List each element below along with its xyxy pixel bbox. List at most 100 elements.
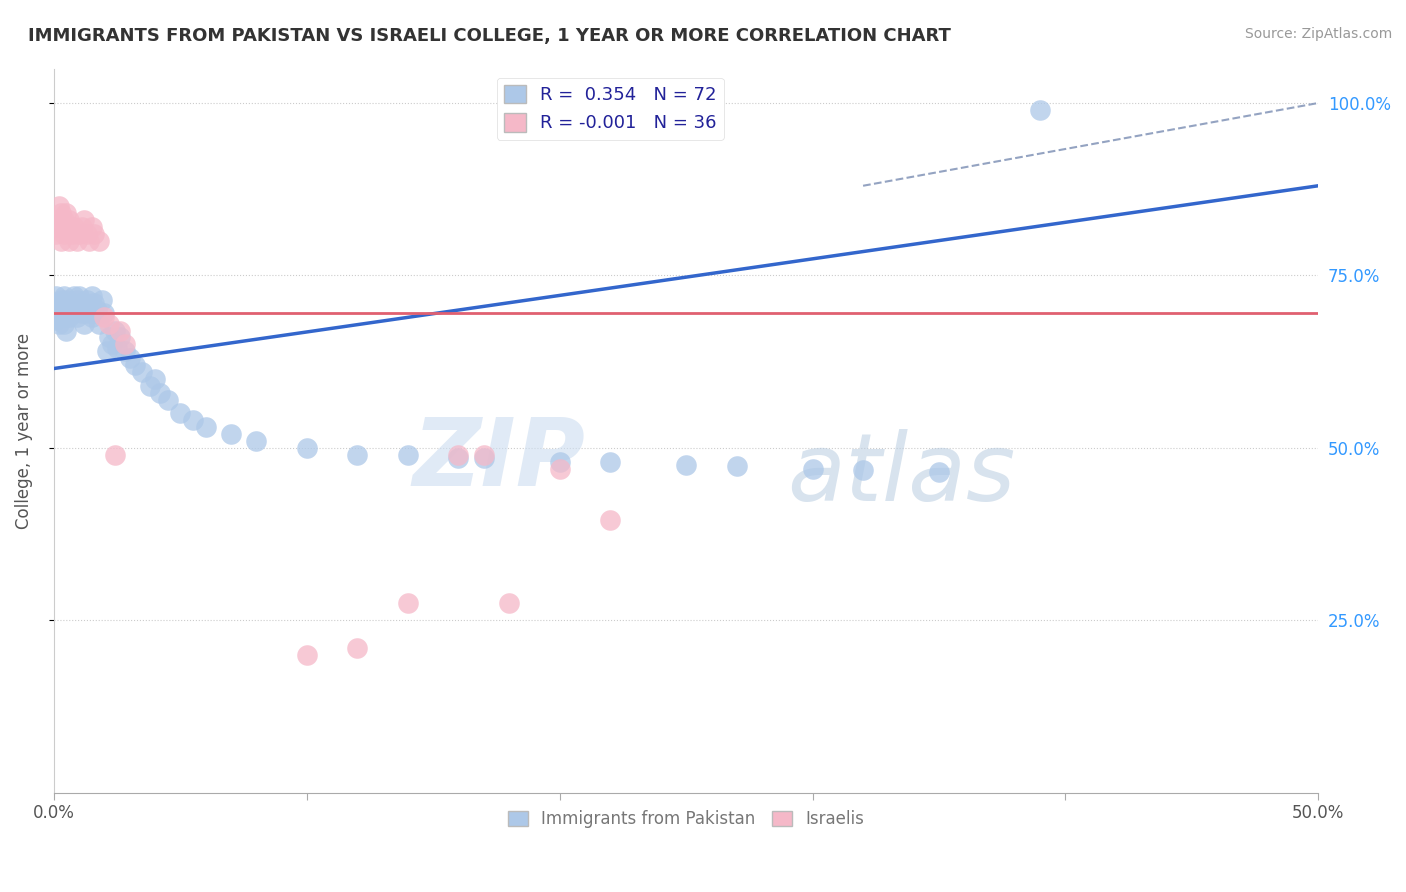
- Point: [599, 455, 621, 469]
- Point: [60, 306, 83, 320]
- Point: [96, 344, 118, 359]
- Point: [52, 227, 75, 241]
- Point: [928, 465, 950, 479]
- Point: [131, 365, 153, 379]
- Point: [194, 420, 217, 434]
- Point: [801, 461, 824, 475]
- Point: [80, 310, 103, 324]
- Point: [93, 310, 115, 324]
- Point: [45, 289, 67, 303]
- Point: [63, 302, 86, 317]
- Point: [346, 640, 368, 655]
- Point: [181, 413, 204, 427]
- Legend: Immigrants from Pakistan, Israelis: Immigrants from Pakistan, Israelis: [501, 804, 870, 835]
- Point: [101, 337, 124, 351]
- Point: [108, 324, 131, 338]
- Point: [58, 310, 80, 324]
- Point: [48, 317, 70, 331]
- Point: [149, 385, 172, 400]
- Point: [103, 448, 125, 462]
- Point: [45, 313, 67, 327]
- Point: [156, 392, 179, 407]
- Point: [89, 234, 111, 248]
- Point: [77, 234, 100, 248]
- Point: [675, 458, 697, 472]
- Point: [447, 451, 470, 466]
- Point: [51, 234, 73, 248]
- Point: [295, 441, 318, 455]
- Point: [67, 289, 90, 303]
- Point: [65, 310, 87, 324]
- Point: [58, 300, 80, 314]
- Text: Source: ZipAtlas.com: Source: ZipAtlas.com: [1244, 27, 1392, 41]
- Point: [852, 463, 875, 477]
- Point: [52, 317, 75, 331]
- Point: [472, 451, 495, 466]
- Point: [55, 306, 77, 320]
- Point: [396, 448, 419, 462]
- Point: [143, 372, 166, 386]
- Point: [83, 227, 105, 241]
- Point: [498, 596, 520, 610]
- Point: [63, 220, 86, 235]
- Point: [58, 234, 80, 248]
- Point: [65, 293, 87, 307]
- Point: [396, 596, 419, 610]
- Point: [48, 220, 70, 235]
- Point: [45, 227, 67, 241]
- Text: ZIP: ZIP: [412, 414, 585, 506]
- Point: [98, 317, 121, 331]
- Point: [548, 455, 571, 469]
- Point: [346, 448, 368, 462]
- Point: [48, 199, 70, 213]
- Point: [118, 351, 141, 366]
- Point: [77, 300, 100, 314]
- Point: [86, 302, 108, 317]
- Point: [93, 306, 115, 320]
- Point: [548, 461, 571, 475]
- Point: [70, 220, 93, 235]
- Point: [67, 300, 90, 314]
- Point: [245, 434, 267, 448]
- Point: [105, 341, 128, 355]
- Point: [83, 296, 105, 310]
- Point: [80, 289, 103, 303]
- Point: [60, 227, 83, 241]
- Point: [45, 213, 67, 227]
- Point: [76, 293, 98, 307]
- Point: [90, 293, 112, 307]
- Point: [295, 648, 318, 662]
- Point: [55, 206, 77, 220]
- Point: [63, 289, 86, 303]
- Point: [76, 227, 98, 241]
- Point: [80, 220, 103, 235]
- Point: [55, 293, 77, 307]
- Point: [51, 206, 73, 220]
- Point: [67, 227, 90, 241]
- Point: [48, 302, 70, 317]
- Point: [48, 296, 70, 310]
- Point: [98, 330, 121, 344]
- Point: [73, 317, 96, 331]
- Point: [76, 306, 98, 320]
- Point: [58, 213, 80, 227]
- Point: [599, 513, 621, 527]
- Point: [73, 302, 96, 317]
- Point: [60, 296, 83, 310]
- Point: [70, 306, 93, 320]
- Point: [55, 220, 77, 235]
- Point: [114, 337, 136, 351]
- Point: [51, 300, 73, 314]
- Text: atlas: atlas: [787, 428, 1015, 519]
- Point: [52, 213, 75, 227]
- Point: [52, 302, 75, 317]
- Point: [447, 448, 470, 462]
- Point: [1029, 103, 1052, 117]
- Point: [65, 234, 87, 248]
- Y-axis label: College, 1 year or more: College, 1 year or more: [15, 333, 32, 529]
- Point: [472, 448, 495, 462]
- Point: [725, 458, 748, 473]
- Point: [108, 330, 131, 344]
- Point: [124, 358, 146, 372]
- Point: [70, 296, 93, 310]
